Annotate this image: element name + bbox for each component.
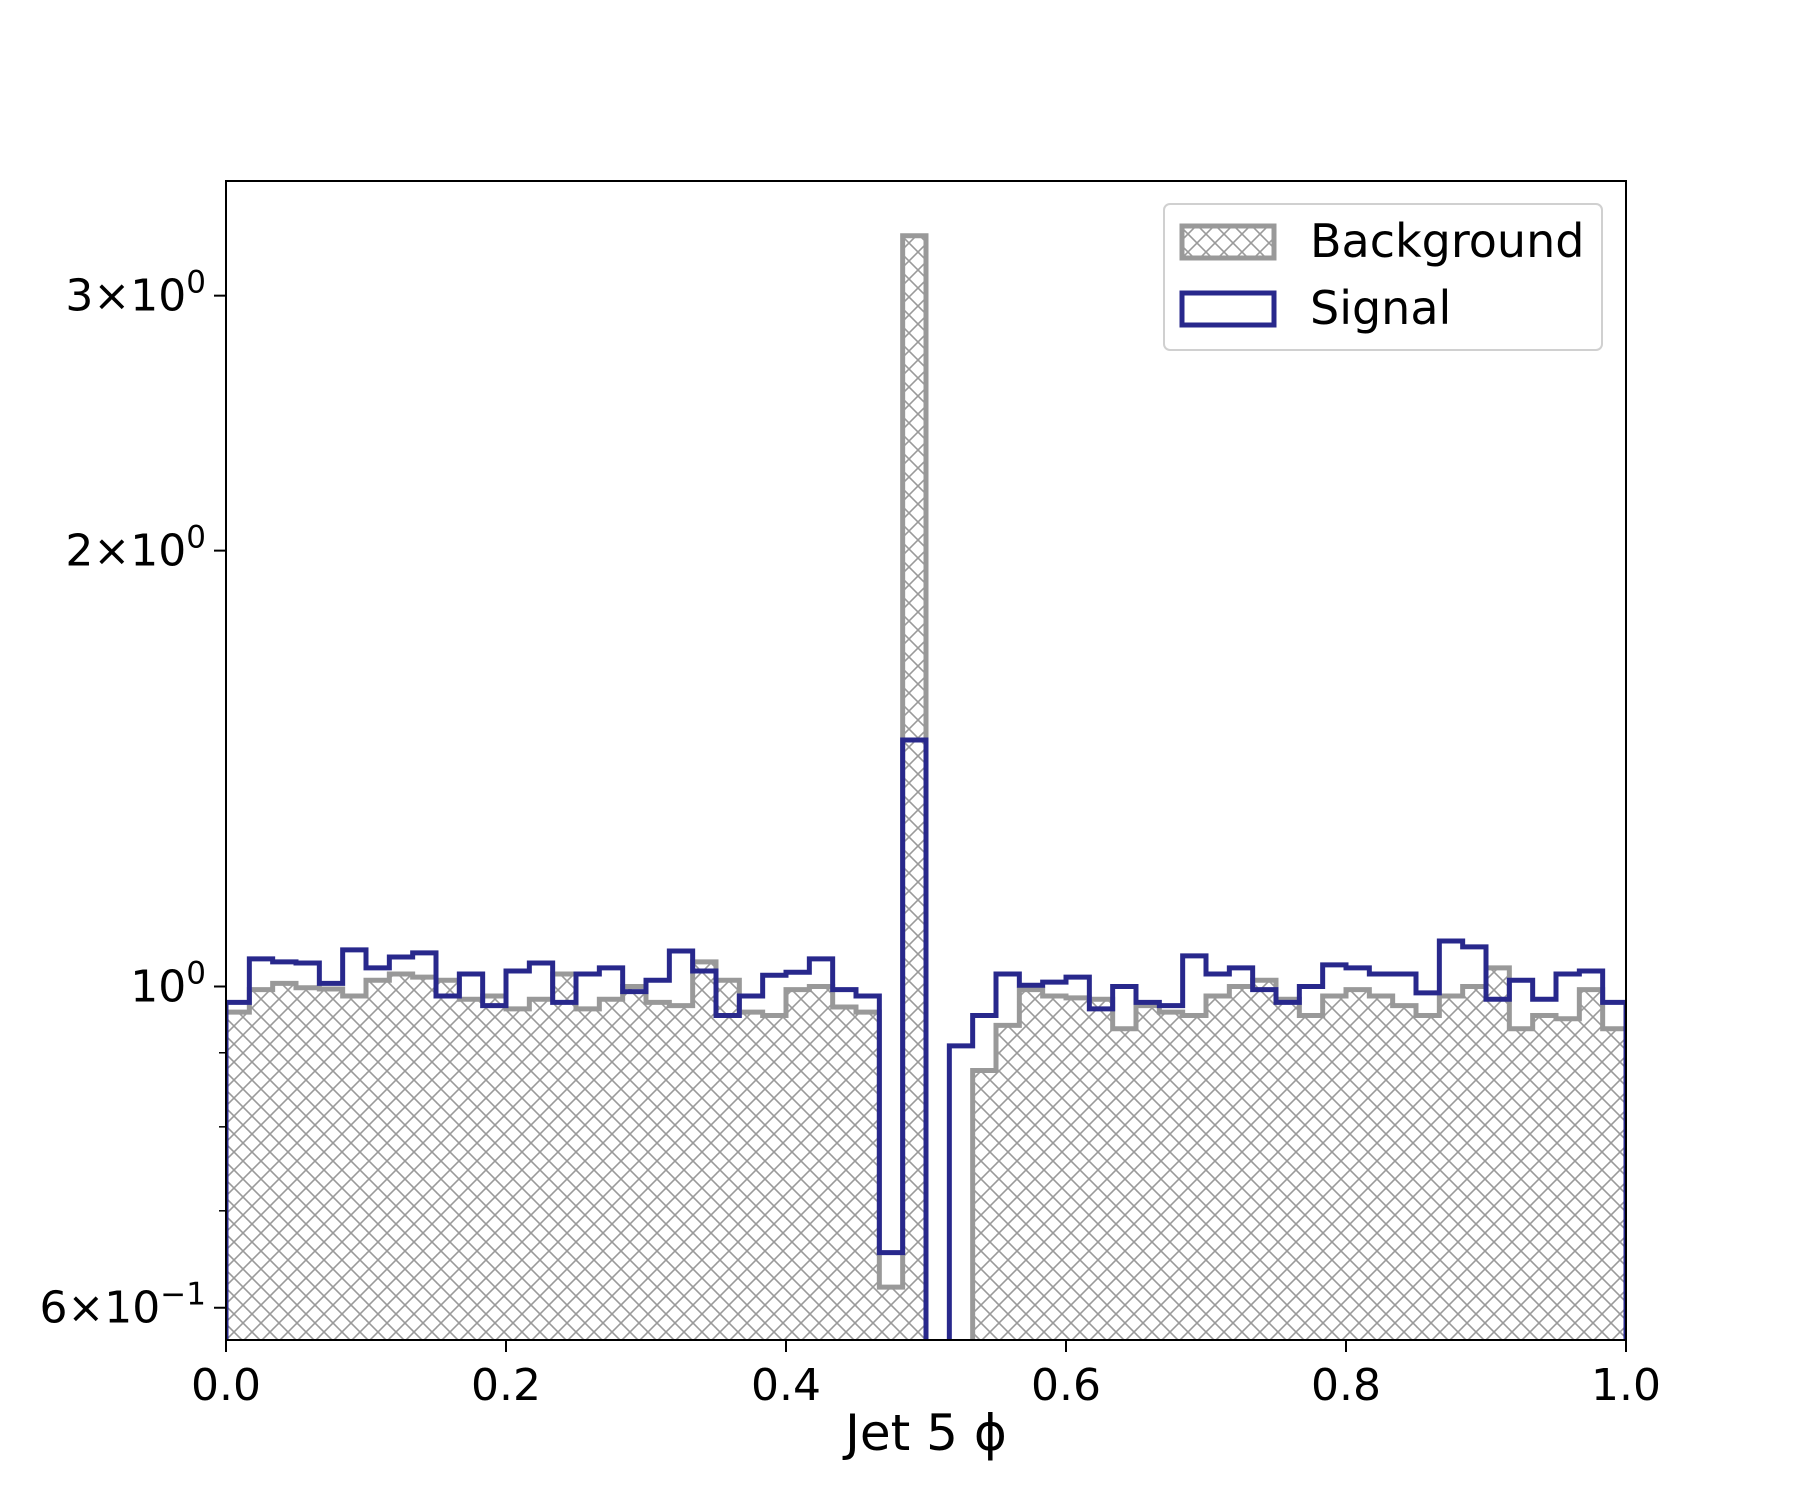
background-bar (1556, 1018, 1580, 1340)
x-tick-label: 0.2 (471, 1360, 541, 1411)
background-bar (1182, 1015, 1207, 1340)
y-axis: 6×10−1 100 2×100 3×100 (39, 265, 226, 1334)
legend-label-signal: Signal (1310, 281, 1451, 335)
background-bar (716, 980, 740, 1340)
background-bar (1042, 996, 1067, 1340)
background-bar (1486, 967, 1510, 1340)
background-bar (669, 1005, 694, 1340)
background-bar (1066, 997, 1090, 1340)
legend: Background Signal (1163, 203, 1603, 351)
legend-label-background: Background (1310, 214, 1584, 268)
signal-step-line (226, 737, 1626, 1340)
x-tick-label: 0.6 (1031, 1360, 1101, 1411)
background-bar (482, 996, 507, 1340)
background-bar (529, 999, 554, 1340)
x-tick-label: 1.0 (1591, 1360, 1661, 1411)
background-bar (1509, 1028, 1534, 1340)
background-bar (296, 987, 320, 1340)
background-bar (1229, 986, 1254, 1340)
x-tick-label: 0.8 (1311, 1360, 1381, 1411)
background-bar (599, 999, 624, 1340)
background-bar (879, 1287, 904, 1340)
background-bar (319, 989, 344, 1340)
background-bar (1019, 989, 1044, 1340)
background-bar (1252, 980, 1277, 1340)
background-bar (1089, 999, 1114, 1340)
background-bar (762, 1015, 787, 1340)
background-bar (552, 974, 577, 1340)
background-bar (366, 980, 390, 1340)
background-bar (856, 1012, 880, 1340)
background-bar (1112, 1028, 1137, 1340)
background-bar (1159, 1012, 1184, 1340)
plot-frame (225, 180, 1627, 1341)
background-bar (692, 961, 717, 1340)
y-tick-label: 6×10−1 (39, 1277, 206, 1334)
background-bar (342, 996, 367, 1340)
background-bar (739, 1012, 764, 1340)
background-bars (226, 235, 1626, 1340)
background-bar (786, 989, 810, 1340)
background-bar (972, 1070, 997, 1340)
background-bar (459, 999, 484, 1340)
background-bar (1369, 996, 1394, 1340)
background-bar (1416, 1015, 1440, 1340)
x-tick-label: 0.0 (191, 1360, 261, 1411)
background-bar (1602, 1028, 1626, 1340)
background-bar (622, 986, 647, 1340)
background-bar (412, 977, 437, 1340)
y-tick-label: 2×100 (65, 520, 206, 577)
background-bar (1532, 1015, 1557, 1340)
background-bar (1346, 989, 1370, 1340)
signal-outline (226, 737, 1626, 1340)
background-bar (902, 235, 927, 1340)
background-bar (1462, 986, 1487, 1340)
background-bar (1276, 999, 1300, 1340)
background-bar (832, 1006, 857, 1340)
legend-swatch-background (1179, 223, 1277, 261)
background-bar (1439, 996, 1464, 1340)
background-bar (1136, 1005, 1160, 1340)
background-bar (1392, 1005, 1417, 1340)
x-axis-label: Jet 5 ϕ (842, 1404, 1007, 1462)
legend-swatch-signal (1179, 290, 1277, 328)
background-bar (996, 1025, 1020, 1340)
x-axis: 0.0 0.2 0.4 0.6 0.8 1.0 (191, 1340, 1661, 1411)
background-bar (389, 974, 414, 1340)
background-bar (249, 989, 274, 1340)
background-bar (506, 1008, 530, 1340)
background-bar (1322, 996, 1347, 1340)
background-bar (576, 1008, 600, 1340)
background-bar (436, 980, 460, 1340)
background-bar (1206, 996, 1230, 1340)
background-bar (1579, 989, 1604, 1340)
background-bar (1299, 1015, 1324, 1340)
background-bar (809, 986, 834, 1340)
background-bar (272, 983, 297, 1340)
background-bar (226, 1012, 250, 1340)
x-tick-label: 0.4 (751, 1360, 821, 1411)
y-tick-label: 100 (130, 956, 206, 1013)
y-tick-label: 3×100 (65, 265, 206, 322)
background-bar (646, 1002, 670, 1340)
